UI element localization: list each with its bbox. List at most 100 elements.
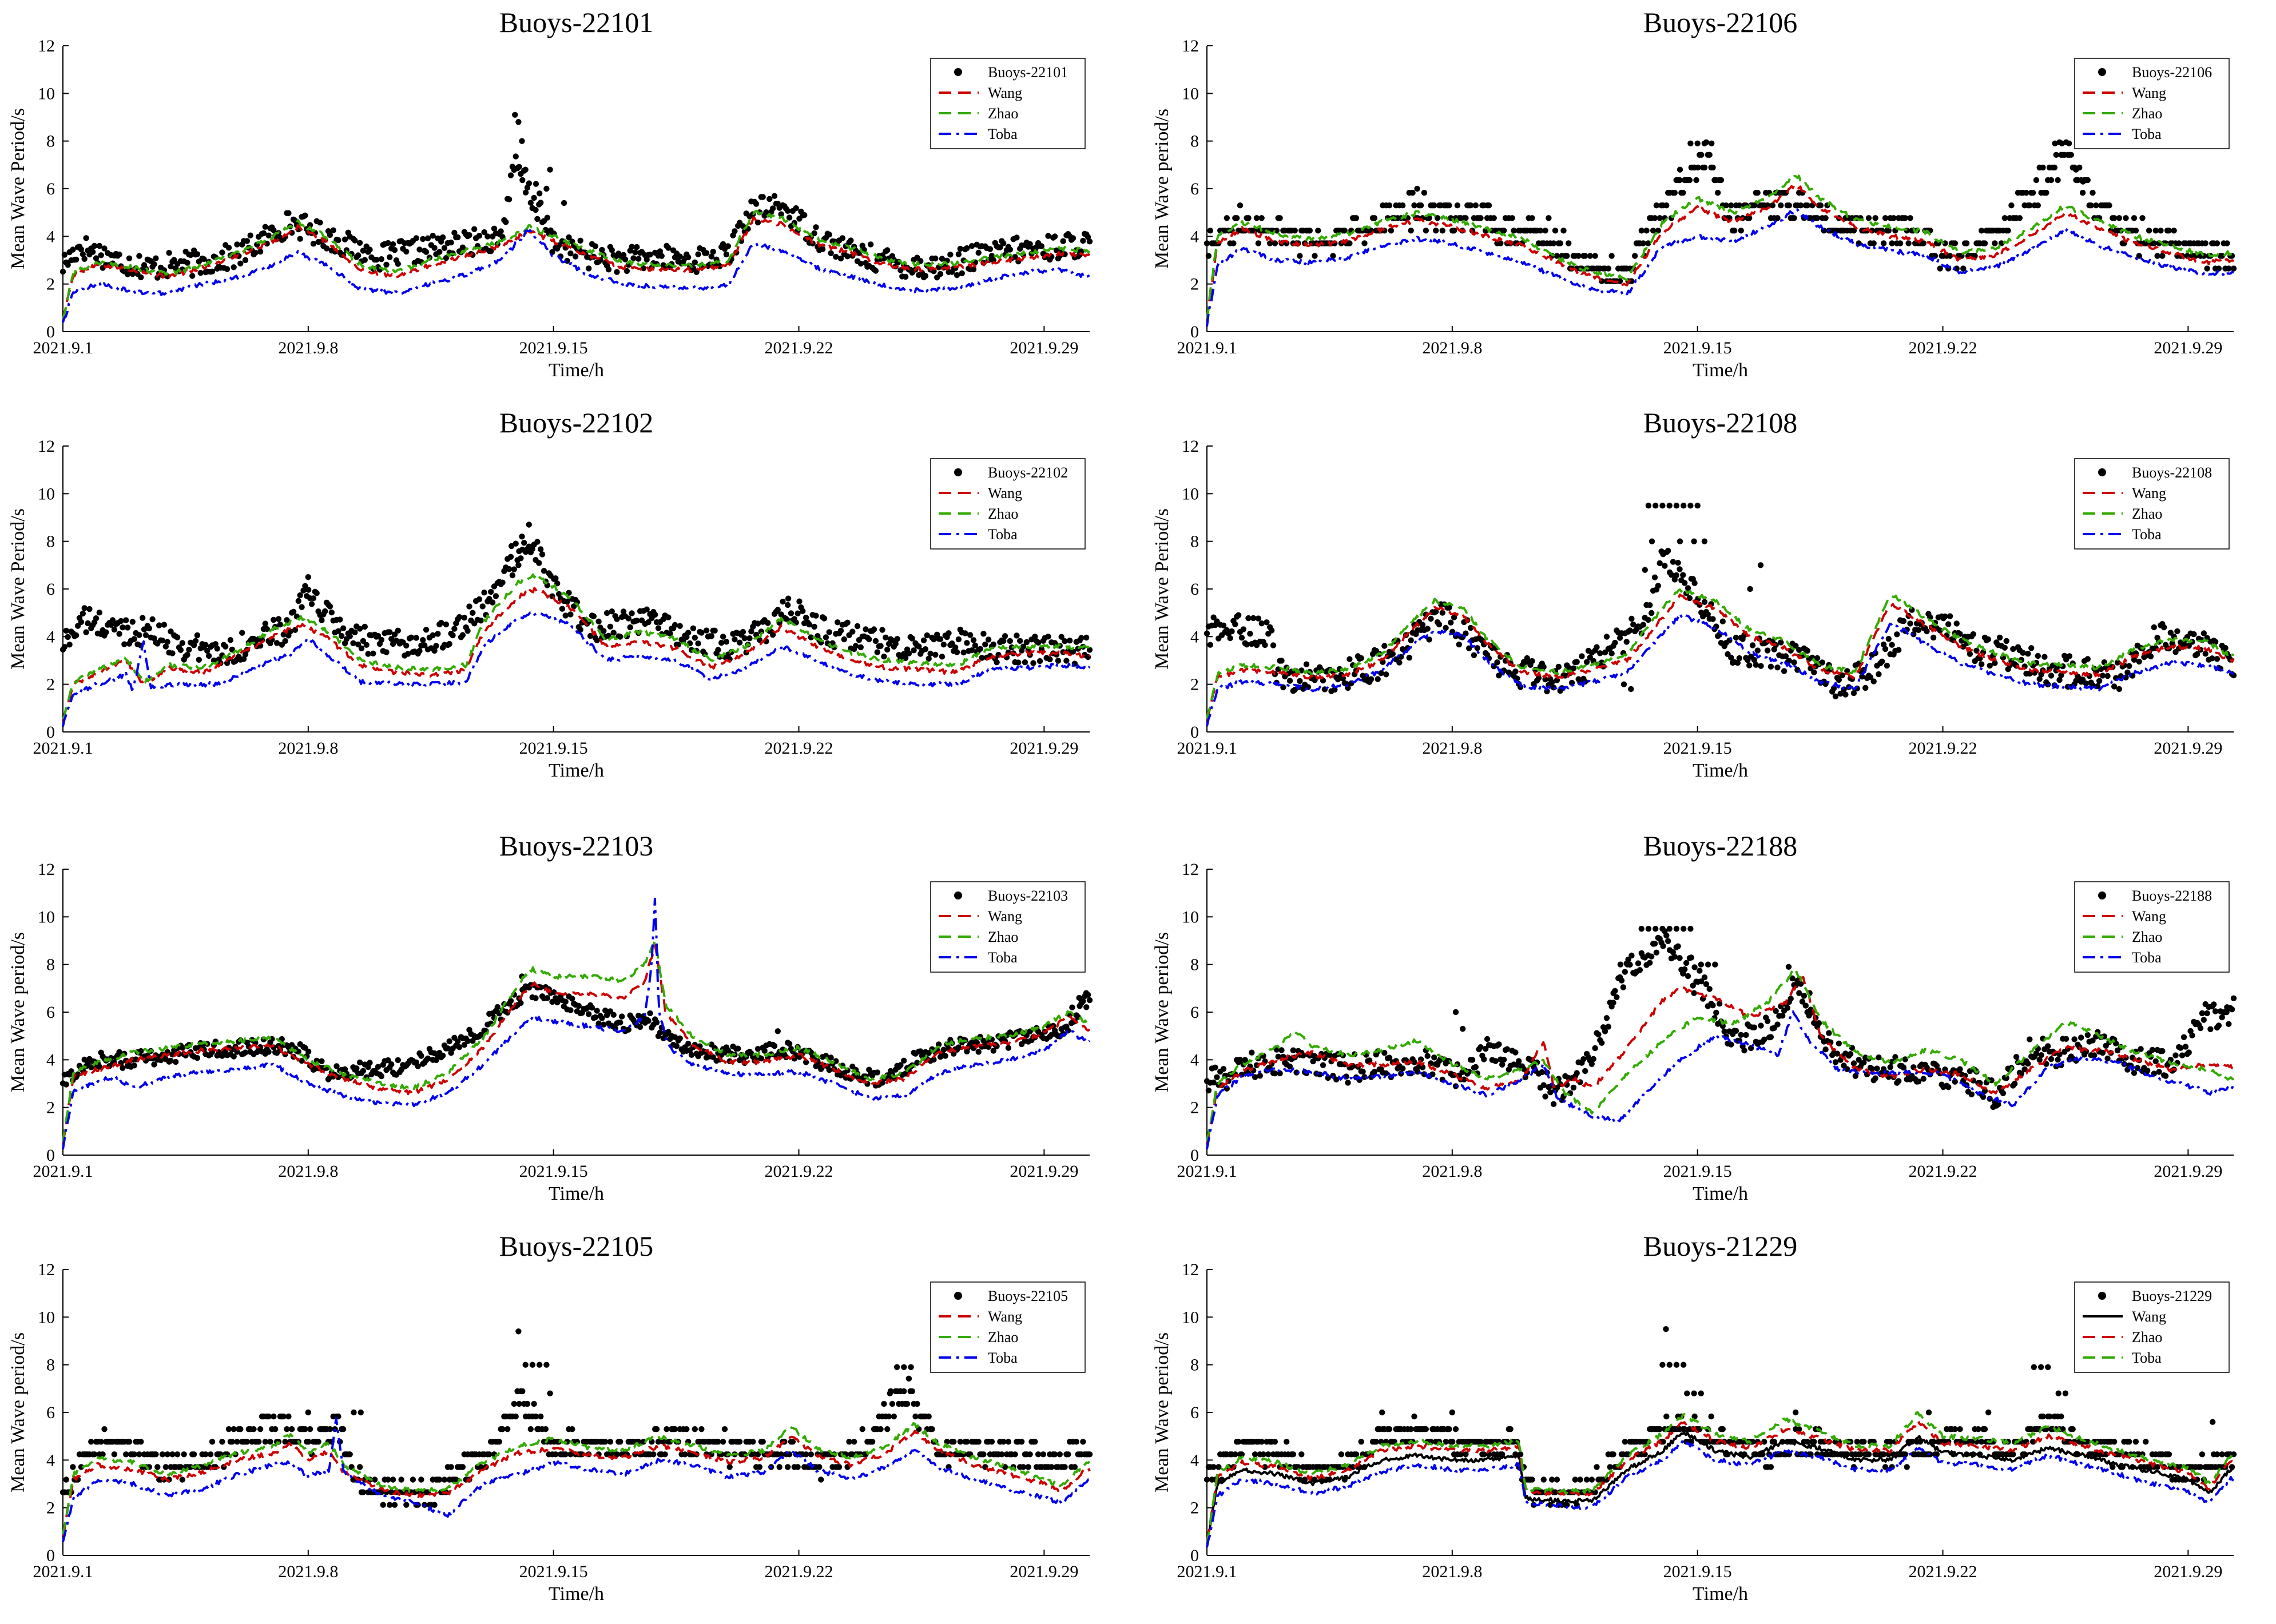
data-point — [543, 1426, 549, 1432]
data-point — [392, 1502, 398, 1508]
data-point — [1606, 1024, 1611, 1029]
data-point — [285, 1414, 291, 1419]
data-point — [1272, 1439, 1278, 1444]
data-point — [1278, 658, 1284, 663]
data-point — [1006, 1439, 1011, 1444]
data-point — [573, 253, 578, 259]
data-point — [2201, 1017, 2207, 1022]
legend-label: Toba — [988, 526, 1018, 543]
legend-label: Wang — [988, 485, 1022, 501]
data-point — [499, 580, 505, 586]
x-tick-label: 2021.9.8 — [278, 1562, 338, 1581]
data-point — [884, 1426, 890, 1432]
data-point — [1907, 215, 1913, 221]
data-point — [206, 653, 212, 659]
data-point — [2171, 228, 2176, 233]
data-point — [1751, 1025, 1757, 1030]
data-point — [976, 250, 982, 256]
data-point — [1542, 1093, 1548, 1099]
data-point — [327, 603, 333, 609]
data-point — [138, 1439, 144, 1444]
data-point — [314, 590, 320, 596]
data-point — [1083, 990, 1089, 996]
data-point — [2148, 654, 2154, 659]
data-point — [1420, 622, 1425, 627]
data-point — [136, 253, 142, 259]
data-point — [317, 220, 323, 225]
data-point — [383, 262, 389, 268]
data-point — [523, 167, 529, 173]
data-point — [1057, 1451, 1063, 1457]
data-point — [617, 1439, 623, 1444]
data-point — [237, 1426, 243, 1432]
data-point — [416, 246, 422, 252]
data-point — [1425, 626, 1431, 631]
x-tick-label: 2021.9.1 — [33, 1162, 93, 1181]
data-point — [1768, 1034, 1774, 1040]
data-point — [1214, 1074, 1220, 1080]
data-point — [448, 1464, 454, 1470]
data-point — [395, 1057, 401, 1063]
x-tick-label: 2021.9.15 — [1663, 1162, 1732, 1181]
data-point — [1652, 941, 1658, 946]
data-point — [755, 1046, 761, 1052]
data-point — [2059, 141, 2065, 146]
data-point — [1697, 968, 1702, 973]
data-point — [1621, 682, 1627, 687]
legend-label: Toba — [2132, 526, 2162, 543]
data-point — [1270, 642, 1276, 648]
x-tick-label: 2021.9.29 — [1010, 1162, 1078, 1181]
legend-label: Zhao — [2132, 929, 2162, 945]
data-point — [785, 1464, 791, 1470]
data-point — [423, 627, 429, 632]
legend-label: Toba — [2132, 126, 2162, 142]
data-point — [1687, 926, 1693, 932]
data-point — [1665, 548, 1671, 554]
data-point — [1577, 1476, 1583, 1482]
data-point — [1076, 995, 1082, 1001]
data-point — [431, 245, 437, 250]
data-point — [737, 1439, 742, 1444]
data-point — [1826, 1030, 1832, 1036]
chart-title: Buoys-22106 — [1643, 6, 1797, 38]
data-point — [1604, 634, 1610, 639]
data-point — [2025, 1061, 2031, 1066]
data-point — [1816, 1020, 1822, 1026]
data-point — [1372, 215, 1377, 221]
data-point — [1971, 631, 1976, 637]
data-point — [645, 1018, 651, 1024]
data-point — [1080, 238, 1086, 244]
data-point — [515, 164, 521, 170]
data-point — [2008, 202, 2014, 208]
data-point — [2043, 190, 2049, 196]
data-point — [1882, 646, 1888, 652]
data-point — [272, 1426, 278, 1432]
data-point — [519, 177, 525, 183]
data-point — [390, 1476, 396, 1482]
series-line — [1207, 176, 2234, 319]
data-point — [1409, 190, 1415, 196]
data-point — [1249, 1050, 1254, 1056]
data-point — [347, 633, 353, 639]
data-point — [228, 637, 233, 643]
data-point — [692, 1426, 698, 1432]
y-tick-label: 12 — [1182, 1260, 1199, 1279]
data-point — [1691, 964, 1697, 970]
data-point — [746, 635, 752, 641]
data-point — [923, 646, 928, 652]
data-point — [403, 1502, 409, 1508]
y-tick-label: 12 — [1182, 860, 1199, 879]
data-point — [712, 628, 717, 634]
data-point — [1247, 631, 1253, 636]
data-point — [1755, 190, 1761, 196]
data-point — [1501, 228, 1507, 233]
data-point — [174, 1451, 180, 1457]
data-point — [1606, 265, 1611, 271]
data-point — [827, 629, 832, 635]
data-point — [140, 615, 145, 620]
data-point — [1501, 1057, 1507, 1062]
data-point — [1871, 678, 1877, 684]
data-point — [569, 1426, 575, 1432]
